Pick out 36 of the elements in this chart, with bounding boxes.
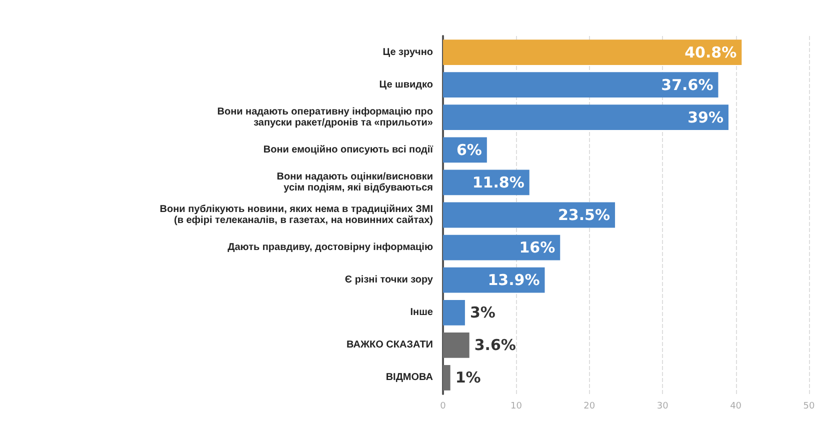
y-tick-label: Вони емоційно описують всі події bbox=[263, 144, 434, 156]
y-tick-label: Інше bbox=[410, 307, 434, 318]
y-tick-label: Вони надають оцінки/висновки усім подіям, які відбуваються bbox=[276, 171, 434, 194]
data-label: 3% bbox=[470, 304, 496, 322]
data-label: 6% bbox=[456, 140, 482, 159]
bar bbox=[443, 332, 470, 358]
y-tick-label: ВАЖКО СКАЗАТИ bbox=[346, 340, 433, 351]
x-tick-label: 10 bbox=[510, 402, 522, 412]
x-tick-label: 0 bbox=[440, 402, 446, 412]
bar bbox=[443, 365, 450, 390]
bar bbox=[443, 72, 718, 98]
data-label: 13.9% bbox=[488, 271, 540, 290]
bar bbox=[443, 234, 560, 260]
bar bbox=[443, 300, 465, 326]
data-label: 23.5% bbox=[558, 206, 610, 224]
bar bbox=[443, 104, 728, 130]
y-tick-label: Вони надають оперативну інформацію про запуски ракет/дронів та «прильоти» bbox=[217, 106, 434, 128]
x-tick-label: 40 bbox=[730, 402, 742, 412]
x-tick-label: 30 bbox=[656, 402, 669, 412]
bar bbox=[443, 40, 742, 65]
y-tick-label: Дають правдиву, достовірну інформацію bbox=[228, 242, 434, 254]
y-tick-label: Вони публікують новини, яких нема в традиційних ЗМІ (в ефірі телеканалів, в газетах, на новинних сайтах) bbox=[160, 204, 434, 226]
x-tick-label: 20 bbox=[584, 402, 596, 412]
y-tick-label: Є різні точки зору bbox=[344, 274, 434, 286]
data-label: 11.8% bbox=[472, 173, 524, 192]
data-label: 39% bbox=[688, 108, 724, 126]
data-label: 1% bbox=[455, 368, 481, 387]
data-label: 3.6% bbox=[474, 336, 516, 354]
y-tick-label: ВІДМОВА bbox=[386, 372, 433, 384]
y-tick-label: Це зручно bbox=[382, 46, 433, 58]
data-label: 40.8% bbox=[684, 43, 737, 62]
x-tick-label: 50 bbox=[803, 402, 815, 412]
y-tick-label: Це швидко bbox=[379, 79, 433, 90]
bar bbox=[443, 202, 616, 228]
data-label: 16% bbox=[519, 238, 556, 257]
data-label: 37.6% bbox=[661, 76, 714, 94]
